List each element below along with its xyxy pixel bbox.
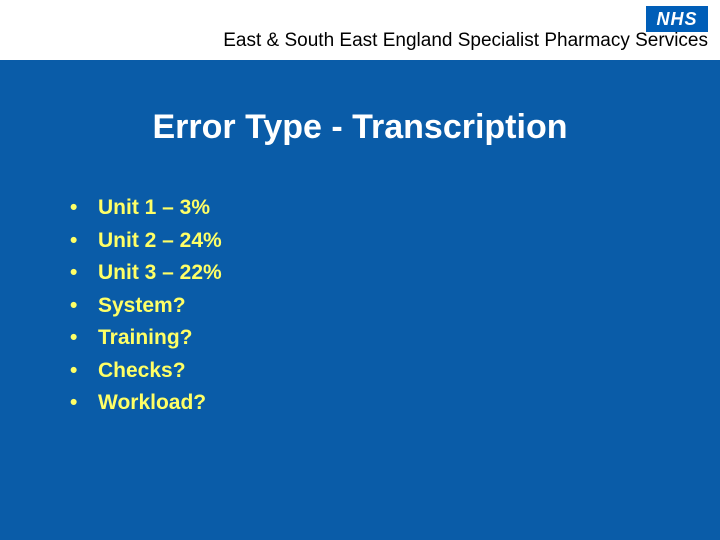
bullet-text: Unit 1 – 3%	[98, 192, 210, 225]
nhs-logo: NHS	[646, 6, 708, 32]
slide-title: Error Type - Transcription	[0, 108, 720, 147]
bullet-text: Unit 2 – 24%	[98, 225, 222, 258]
slide-body: Error Type - Transcription • Unit 1 – 3%…	[0, 60, 720, 540]
list-item: • Unit 1 – 3%	[70, 192, 222, 225]
bullet-text: Checks?	[98, 355, 186, 388]
bullet-icon: •	[70, 192, 98, 225]
bullet-icon: •	[70, 387, 98, 420]
list-item: • Workload?	[70, 387, 222, 420]
header-subtitle: East & South East England Specialist Pha…	[223, 30, 708, 51]
bullet-icon: •	[70, 322, 98, 355]
list-item: • Unit 2 – 24%	[70, 225, 222, 258]
bullet-text: System?	[98, 290, 186, 323]
bullet-list: • Unit 1 – 3% • Unit 2 – 24% • Unit 3 – …	[70, 192, 222, 420]
bullet-text: Workload?	[98, 387, 206, 420]
bullet-text: Training?	[98, 322, 193, 355]
list-item: • Unit 3 – 22%	[70, 257, 222, 290]
subtitle-wrap: East & South East England Specialist Pha…	[223, 30, 708, 52]
list-item: • System?	[70, 290, 222, 323]
slide: Error Type - Transcription • Unit 1 – 3%…	[0, 0, 720, 540]
bullet-text: Unit 3 – 22%	[98, 257, 222, 290]
bullet-icon: •	[70, 290, 98, 323]
bullet-icon: •	[70, 257, 98, 290]
bullet-icon: •	[70, 225, 98, 258]
bullet-icon: •	[70, 355, 98, 388]
list-item: • Checks?	[70, 355, 222, 388]
header-bar: NHS East & South East England Specialist…	[0, 0, 720, 60]
list-item: • Training?	[70, 322, 222, 355]
